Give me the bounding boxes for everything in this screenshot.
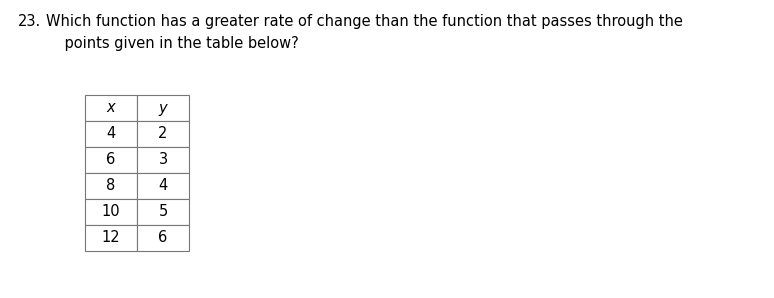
Text: 6: 6 <box>159 230 168 246</box>
Text: 3: 3 <box>159 153 167 167</box>
Text: 23.: 23. <box>18 14 41 29</box>
Bar <box>85 199 137 225</box>
Bar <box>137 147 189 173</box>
Bar <box>137 199 189 225</box>
Text: 12: 12 <box>101 230 120 246</box>
Bar <box>85 121 137 147</box>
Text: 4: 4 <box>159 179 168 193</box>
Bar <box>85 147 137 173</box>
Text: 5: 5 <box>159 204 168 220</box>
Bar <box>137 225 189 251</box>
Text: y: y <box>159 100 167 116</box>
Bar <box>85 173 137 199</box>
Text: 4: 4 <box>106 126 115 142</box>
Text: Which function has a greater rate of change than the function that passes throug: Which function has a greater rate of cha… <box>46 14 683 51</box>
Bar <box>137 95 189 121</box>
Text: 6: 6 <box>106 153 115 167</box>
Text: 8: 8 <box>106 179 115 193</box>
Bar <box>85 225 137 251</box>
Bar <box>137 121 189 147</box>
Text: 10: 10 <box>101 204 120 220</box>
Text: x: x <box>107 100 115 116</box>
Bar <box>137 173 189 199</box>
Bar <box>85 95 137 121</box>
Text: 2: 2 <box>159 126 168 142</box>
